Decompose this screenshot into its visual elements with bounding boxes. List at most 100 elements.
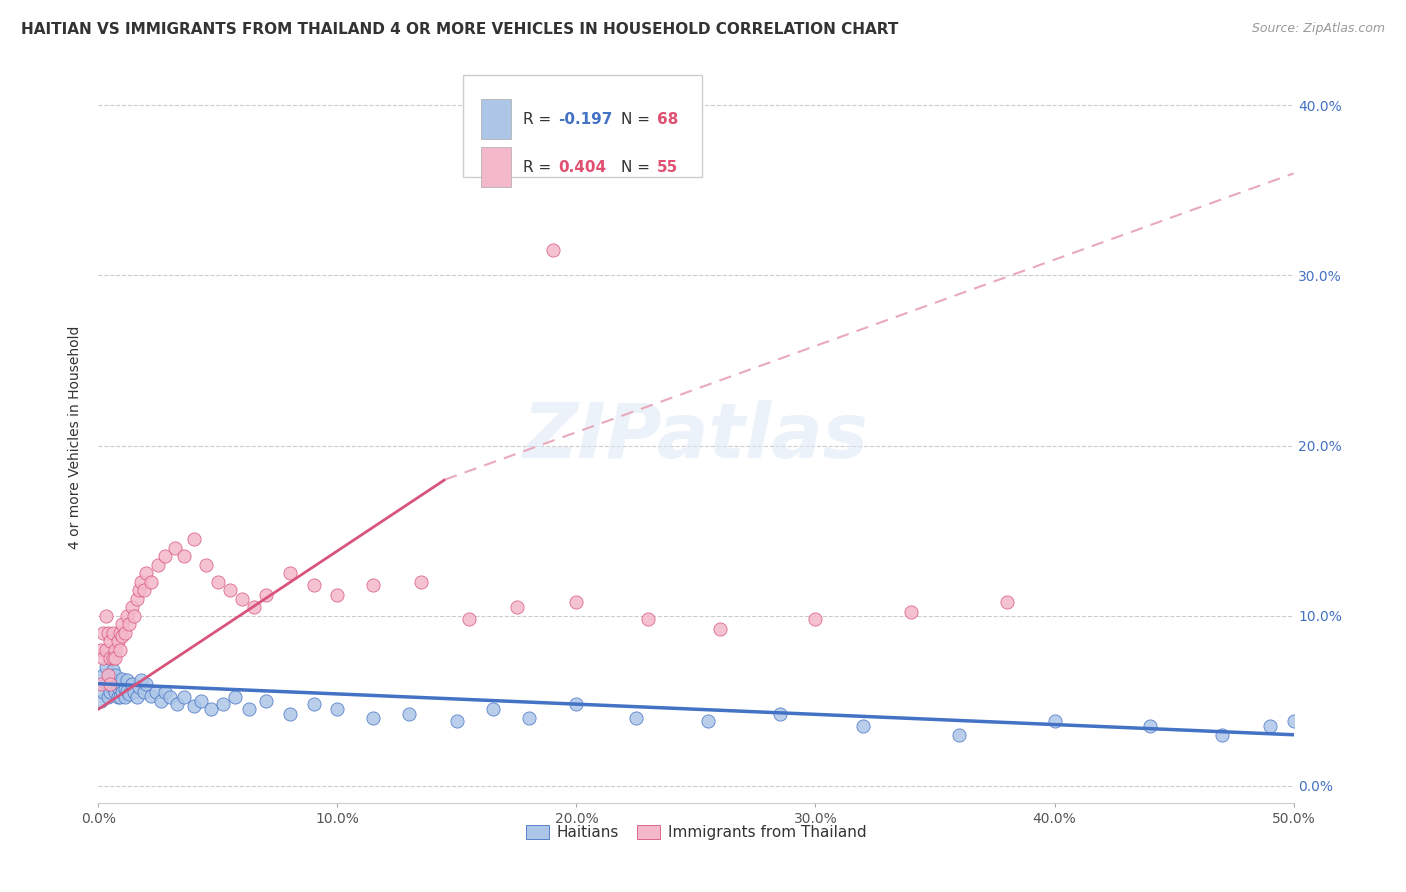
Point	[94, 659, 117, 673]
Text: ZIPatlas: ZIPatlas	[523, 401, 869, 474]
Point	[114, 681, 136, 696]
Point	[94, 677, 117, 691]
Point	[139, 689, 162, 703]
Point	[115, 608, 138, 623]
Point	[111, 617, 134, 632]
Point	[98, 677, 122, 691]
Point	[159, 690, 181, 705]
Point	[155, 549, 177, 563]
Point	[517, 711, 540, 725]
Point	[128, 680, 150, 694]
Point	[118, 687, 141, 701]
Point	[108, 677, 131, 691]
Point	[139, 574, 162, 589]
Point	[128, 583, 150, 598]
Point	[98, 668, 122, 682]
Point	[219, 583, 242, 598]
Point	[91, 668, 114, 682]
Point	[94, 608, 117, 623]
FancyBboxPatch shape	[481, 99, 510, 139]
Point	[132, 583, 155, 598]
Point	[254, 588, 277, 602]
Point	[326, 588, 349, 602]
Point	[97, 625, 120, 640]
Point	[190, 694, 212, 708]
Point	[278, 707, 301, 722]
Text: HAITIAN VS IMMIGRANTS FROM THAILAND 4 OR MORE VEHICLES IN HOUSEHOLD CORRELATION : HAITIAN VS IMMIGRANTS FROM THAILAND 4 OR…	[21, 22, 898, 37]
Point	[565, 595, 588, 609]
Point	[148, 558, 170, 572]
Point	[107, 680, 129, 694]
Point	[91, 651, 114, 665]
Point	[115, 683, 138, 698]
Point	[114, 625, 136, 640]
Point	[94, 642, 117, 657]
Point	[104, 668, 127, 682]
Point	[948, 728, 970, 742]
Text: Source: ZipAtlas.com: Source: ZipAtlas.com	[1251, 22, 1385, 36]
Point	[104, 685, 127, 699]
Point	[108, 642, 131, 657]
Point	[626, 711, 648, 725]
Point	[121, 677, 143, 691]
Point	[125, 591, 148, 606]
Point	[98, 651, 122, 665]
Point	[768, 707, 790, 722]
Point	[900, 605, 922, 619]
Point	[183, 698, 205, 713]
Point	[1306, 770, 1329, 784]
Point	[231, 591, 253, 606]
Point	[90, 677, 112, 691]
Point	[108, 625, 131, 640]
Text: 68: 68	[657, 112, 678, 127]
Point	[411, 574, 433, 589]
Point	[238, 702, 260, 716]
Point	[97, 677, 120, 691]
Point	[278, 566, 301, 581]
Point	[111, 629, 134, 643]
Point	[104, 651, 127, 665]
Point	[101, 625, 124, 640]
Point	[224, 690, 246, 705]
Point	[97, 690, 120, 705]
Point	[541, 243, 564, 257]
Point	[363, 711, 385, 725]
Point	[91, 625, 114, 640]
Point	[163, 541, 186, 555]
Point	[124, 685, 146, 699]
Point	[302, 697, 325, 711]
Point	[98, 685, 122, 699]
Point	[135, 677, 157, 691]
Y-axis label: 4 or more Vehicles in Household: 4 or more Vehicles in Household	[69, 326, 83, 549]
Point	[101, 663, 124, 677]
Point	[804, 612, 827, 626]
Point	[118, 617, 141, 632]
Point	[121, 600, 143, 615]
Point	[1043, 714, 1066, 728]
Point	[697, 714, 720, 728]
Point	[852, 719, 875, 733]
Point	[1258, 719, 1281, 733]
Point	[108, 690, 131, 705]
Point	[398, 707, 420, 722]
Point	[155, 685, 177, 699]
Point	[709, 622, 731, 636]
Point	[107, 690, 129, 705]
Point	[111, 672, 134, 686]
Point	[207, 574, 229, 589]
Point	[111, 685, 134, 699]
Point	[98, 680, 122, 694]
Point	[124, 608, 146, 623]
Text: N =: N =	[620, 112, 655, 127]
Point	[90, 694, 112, 708]
Point	[97, 668, 120, 682]
Point	[101, 651, 124, 665]
Point	[565, 697, 588, 711]
Point	[135, 566, 157, 581]
Text: 55: 55	[657, 160, 678, 175]
Point	[195, 558, 218, 572]
FancyBboxPatch shape	[463, 75, 702, 178]
Point	[101, 680, 124, 694]
Point	[183, 532, 205, 546]
Point	[302, 578, 325, 592]
